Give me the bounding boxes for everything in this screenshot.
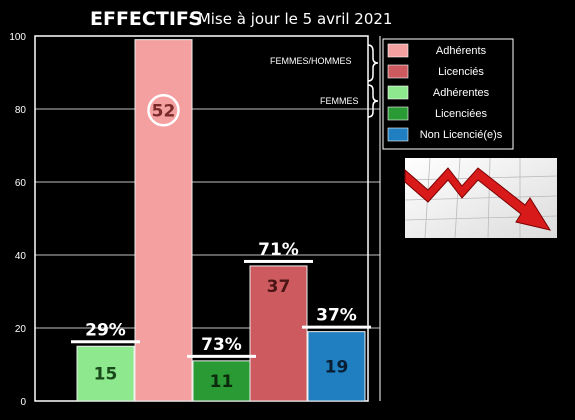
bar-value-label: 15 (94, 365, 118, 385)
y-tick-label: 0 (20, 397, 26, 408)
bar (307, 331, 366, 402)
percent-label: 37% (316, 306, 357, 326)
bar-value-label: 11 (210, 372, 234, 392)
brace-icon (367, 84, 379, 118)
legend-label: Licenciés (438, 66, 484, 78)
legend-label: Non Licencié(e)s (420, 129, 503, 141)
bars (76, 39, 366, 402)
bar-value-label: 37 (267, 277, 291, 297)
bar-labels: 15 29% 52 11 73% 37 71% 19 37% (71, 94, 371, 392)
legend-group-label-femmes-hommes: FEMMES/HOMMES (270, 56, 352, 66)
legend-swatch (387, 43, 409, 58)
bar (76, 345, 135, 402)
y-tick-label: 60 (15, 178, 27, 189)
percent-underline (71, 340, 140, 344)
y-tick-label: 20 (15, 324, 27, 335)
legend-group-label-femmes: FEMMES (320, 96, 359, 106)
legend: Adhérents Licenciés Adhérentes Licenciées No… (270, 38, 514, 150)
chart-subtitle: : Mise à jour le 5 avril 2021 (188, 10, 392, 28)
legend-swatch (387, 64, 409, 79)
chart-title: EFFECTIFS (90, 8, 203, 30)
percent-underline (302, 325, 371, 329)
value-circle (147, 94, 180, 127)
bar-value-label: 52 (152, 101, 176, 121)
bar-value-label: 19 (325, 357, 349, 377)
y-tick-label: 40 (15, 251, 27, 262)
bar (134, 39, 193, 402)
red-down-arrow-icon (404, 157, 558, 239)
y-tick-label: 100 (9, 32, 26, 43)
y-axis-ticks: 0 20 40 60 80 100 (9, 32, 26, 408)
percent-underline (187, 354, 256, 358)
legend-label: Adhérents (436, 45, 487, 57)
bar (249, 265, 308, 402)
brace-icon (367, 44, 379, 82)
legend-swatch (387, 85, 409, 100)
percent-label: 71% (258, 240, 299, 260)
legend-label: Licenciées (435, 108, 487, 120)
y-tick-label: 80 (15, 105, 27, 116)
legend-label: Adhérentes (433, 87, 490, 99)
legend-swatch (387, 127, 409, 142)
legend-swatch (387, 106, 409, 121)
percent-label: 73% (201, 335, 242, 355)
percent-label: 29% (85, 320, 126, 340)
percent-underline (244, 259, 313, 263)
